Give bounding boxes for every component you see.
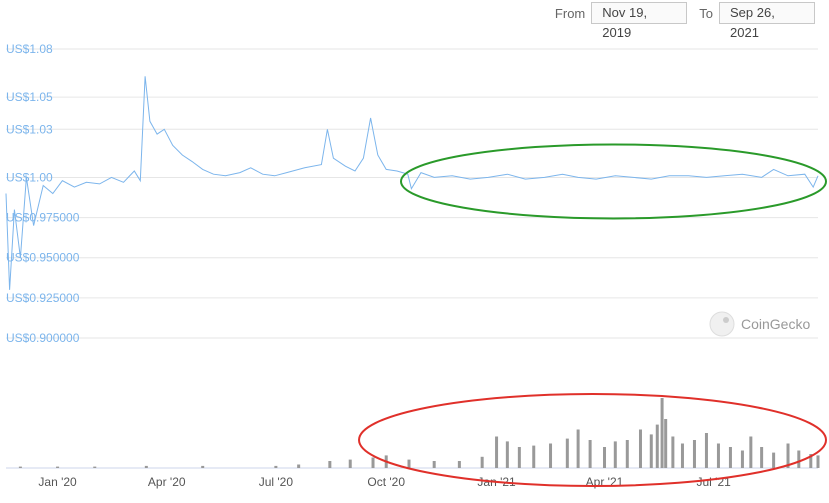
y-tick-label: US$1.08 <box>6 42 53 56</box>
y-tick-label: US$1.00 <box>6 170 53 184</box>
y-tick-label: US$0.925000 <box>6 291 80 305</box>
volume-bar <box>480 456 484 468</box>
volume-bar <box>274 465 278 468</box>
volume-bar <box>432 461 436 468</box>
coingecko-logo: CoinGecko <box>709 311 810 337</box>
x-axis-labels: Jan '20 Apr '20 Jul '20 Oct '20 Jan '21 Apr '… <box>38 475 731 489</box>
volume-bar <box>56 466 60 468</box>
coingecko-logo-icon <box>709 311 735 337</box>
volume-bar <box>371 457 375 468</box>
watermark-text: CoinGecko <box>741 316 810 332</box>
volume-bar <box>638 429 642 468</box>
volume-bar <box>495 436 499 468</box>
volume-bar <box>797 450 801 468</box>
volume-bar <box>565 438 569 468</box>
price-line <box>5 76 819 290</box>
x-tick-label: Jul '20 <box>259 475 294 489</box>
volume-bar <box>93 466 97 468</box>
volume-bar <box>809 454 813 468</box>
volume-bar <box>517 447 521 468</box>
to-label: To <box>699 5 713 21</box>
volume-bars <box>6 398 820 469</box>
volume-bar <box>816 455 820 468</box>
y-tick-label: US$0.975000 <box>6 211 80 225</box>
from-date-input[interactable]: Nov 19, 2019 <box>591 2 688 40</box>
volume-bar <box>144 465 148 468</box>
annotations <box>358 143 828 487</box>
volume-bar <box>760 447 764 468</box>
volume-bar <box>576 429 580 468</box>
coingecko-eye-icon <box>723 317 729 323</box>
to-date-input[interactable]: Sep 26, 2021 <box>719 2 815 40</box>
date-range-selector: From Nov 19, 2019 To Sep 26, 2021 <box>554 0 815 40</box>
x-tick-label: Apr '20 <box>148 475 186 489</box>
volume-bar <box>649 434 653 468</box>
volume-bar <box>603 447 607 468</box>
gridlines <box>6 48 818 339</box>
volume-bar <box>704 433 708 468</box>
volume-bar <box>532 445 536 468</box>
volume-bar <box>680 443 684 468</box>
volume-bar <box>772 452 776 468</box>
volume-bar <box>671 436 675 468</box>
volume-bar <box>625 440 629 468</box>
volume-bar <box>692 440 696 468</box>
volume-bar <box>749 436 753 468</box>
volume-bar <box>407 459 411 468</box>
y-axis-labels: US$1.08 US$1.05 US$1.03 US$1.00 US$0.975000 U… <box>6 42 80 345</box>
volume-bar <box>664 419 668 468</box>
red-ellipse-annotation <box>358 393 828 487</box>
volume-bar <box>328 461 332 468</box>
volume-bar <box>716 443 720 468</box>
y-tick-label: US$0.950000 <box>6 251 80 265</box>
volume-bar <box>505 441 509 468</box>
from-label: From <box>554 5 586 21</box>
volume-bar <box>457 461 461 468</box>
x-tick-label: Oct '20 <box>367 475 405 489</box>
volume-bar <box>18 466 22 468</box>
y-tick-label: US$0.900000 <box>6 331 80 345</box>
x-tick-label: Jan '20 <box>38 475 77 489</box>
green-ellipse-annotation <box>400 143 827 220</box>
volume-bar <box>728 447 732 468</box>
volume-bar <box>588 440 592 468</box>
volume-bar <box>660 398 664 468</box>
volume-bar <box>201 465 205 468</box>
volume-bar <box>740 450 744 468</box>
volume-bar <box>613 441 617 468</box>
volume-bar <box>549 443 553 468</box>
y-tick-label: US$1.03 <box>6 122 53 136</box>
volume-bar <box>297 464 301 468</box>
y-tick-label: US$1.05 <box>6 90 53 104</box>
volume-bar <box>786 443 790 468</box>
volume-bar <box>655 424 659 468</box>
volume-bar <box>348 459 352 468</box>
